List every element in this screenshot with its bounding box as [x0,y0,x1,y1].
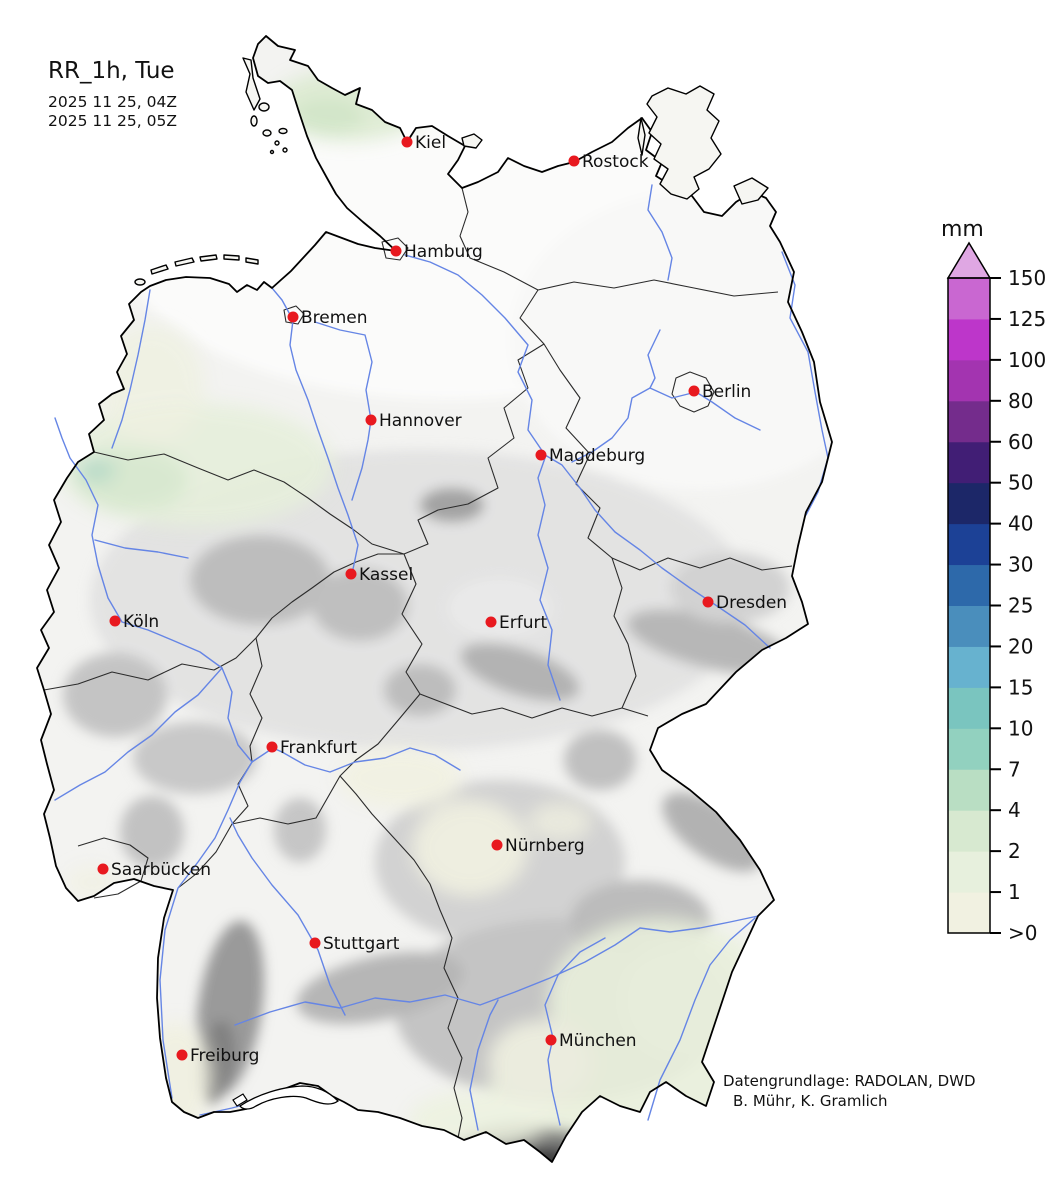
city-label: Hannover [379,411,462,431]
city-dot [485,616,497,628]
timestamp-end: 2025 11 25, 05Z [48,112,177,130]
city-dot [109,615,121,627]
colorbar-ticks: >0 1 2 4 7 10 15 20 25 30 40 50 60 80 100 125 150 [990,266,1046,945]
colorbar-segment [948,605,990,647]
colorbar-tick-label: >0 [1008,921,1037,945]
city-dot [266,741,278,753]
country-outline [36,35,833,1163]
colorbar-segment [948,523,990,566]
colorbar-tick-label: 125 [1008,307,1046,331]
colorbar-tick-label: 1 [1008,880,1021,904]
city-label: Erfurt [499,613,547,633]
colorbar-tick-label: 100 [1008,348,1046,372]
city-label: Saarbücken [111,860,211,880]
credit-line-authors: B. Mühr, K. Gramlich [733,1092,888,1110]
colorbar-tick-label: 60 [1008,430,1033,454]
city-dot [702,596,714,608]
colorbar-segment [948,769,990,811]
city-label: Berlin [702,382,751,402]
colorbar-tick-label: 10 [1008,716,1033,740]
city-label: Stuttgart [323,934,400,954]
colorbar-segment [948,851,990,893]
city-dot [287,311,299,323]
city-dot [176,1049,188,1061]
city-dot [491,839,503,851]
figure-title: RR_1h, Tue [48,58,175,84]
colorbar-tick-label: 2 [1008,839,1021,863]
city-dot [688,385,700,397]
city-label: Magdeburg [549,446,645,466]
islands [134,57,769,286]
city-label: Frankfurt [280,738,357,758]
colorbar-tick-label: 25 [1008,594,1033,618]
colorbar-tick-label: 7 [1008,757,1021,781]
city-label: Rostock [582,152,649,172]
city-dot [309,937,321,949]
colorbar-segment [948,482,990,525]
colorbar-arrow [946,241,992,279]
city-dot [365,414,377,426]
colorbar-segment [948,564,990,606]
city-label: München [559,1031,637,1051]
colorbar-segment [948,687,990,729]
colorbar-tick-label: 80 [1008,389,1033,413]
city-dot [545,1034,557,1046]
colorbar-segment [948,278,990,320]
lake-constance [232,1085,339,1110]
colorbar-segment [948,400,990,443]
colorbar-tick-label: 20 [1008,634,1033,658]
colorbar-segment [948,646,990,688]
timestamp-start: 2025 11 25, 04Z [48,93,177,111]
city-dot [535,449,547,461]
colorbar-tick-label: 4 [1008,798,1021,822]
colorbar-tick-label: 40 [1008,512,1033,536]
city-label: Dresden [716,593,787,613]
city-label: Kiel [415,133,446,153]
colorbar-segments [948,278,990,934]
colorbar-tick-label: 50 [1008,471,1033,495]
colorbar: >0 1 2 4 7 10 15 20 25 30 40 50 60 80 100 125 150 mm [941,217,1046,945]
colorbar-segment [948,441,990,484]
colorbar-tick-label: 15 [1008,675,1033,699]
city-label: Nürnberg [505,836,585,856]
city-label: Hamburg [404,242,483,262]
colorbar-segment [948,892,990,934]
city-dot [97,863,109,875]
colorbar-segment [948,318,990,361]
city-dot [401,136,413,148]
city-dot [345,568,357,580]
city-dot [568,155,580,167]
city-label: Bremen [301,308,368,328]
city-label: Köln [123,612,159,632]
colorbar-tick-label: 150 [1008,266,1046,290]
credit-line-source: Datengrundlage: RADOLAN, DWD [723,1072,976,1090]
colorbar-tick-label: 30 [1008,553,1033,577]
colorbar-segment [948,810,990,852]
city-label: Kassel [359,565,413,585]
city-label: Freiburg [190,1046,259,1066]
colorbar-unit-label: mm [941,217,984,242]
colorbar-segment [948,728,990,770]
city-dot [390,245,402,257]
colorbar-segment [948,359,990,402]
city-markers: Kiel Rostock Hamburg Bremen Berlin Hannover Ma… [97,133,787,1066]
